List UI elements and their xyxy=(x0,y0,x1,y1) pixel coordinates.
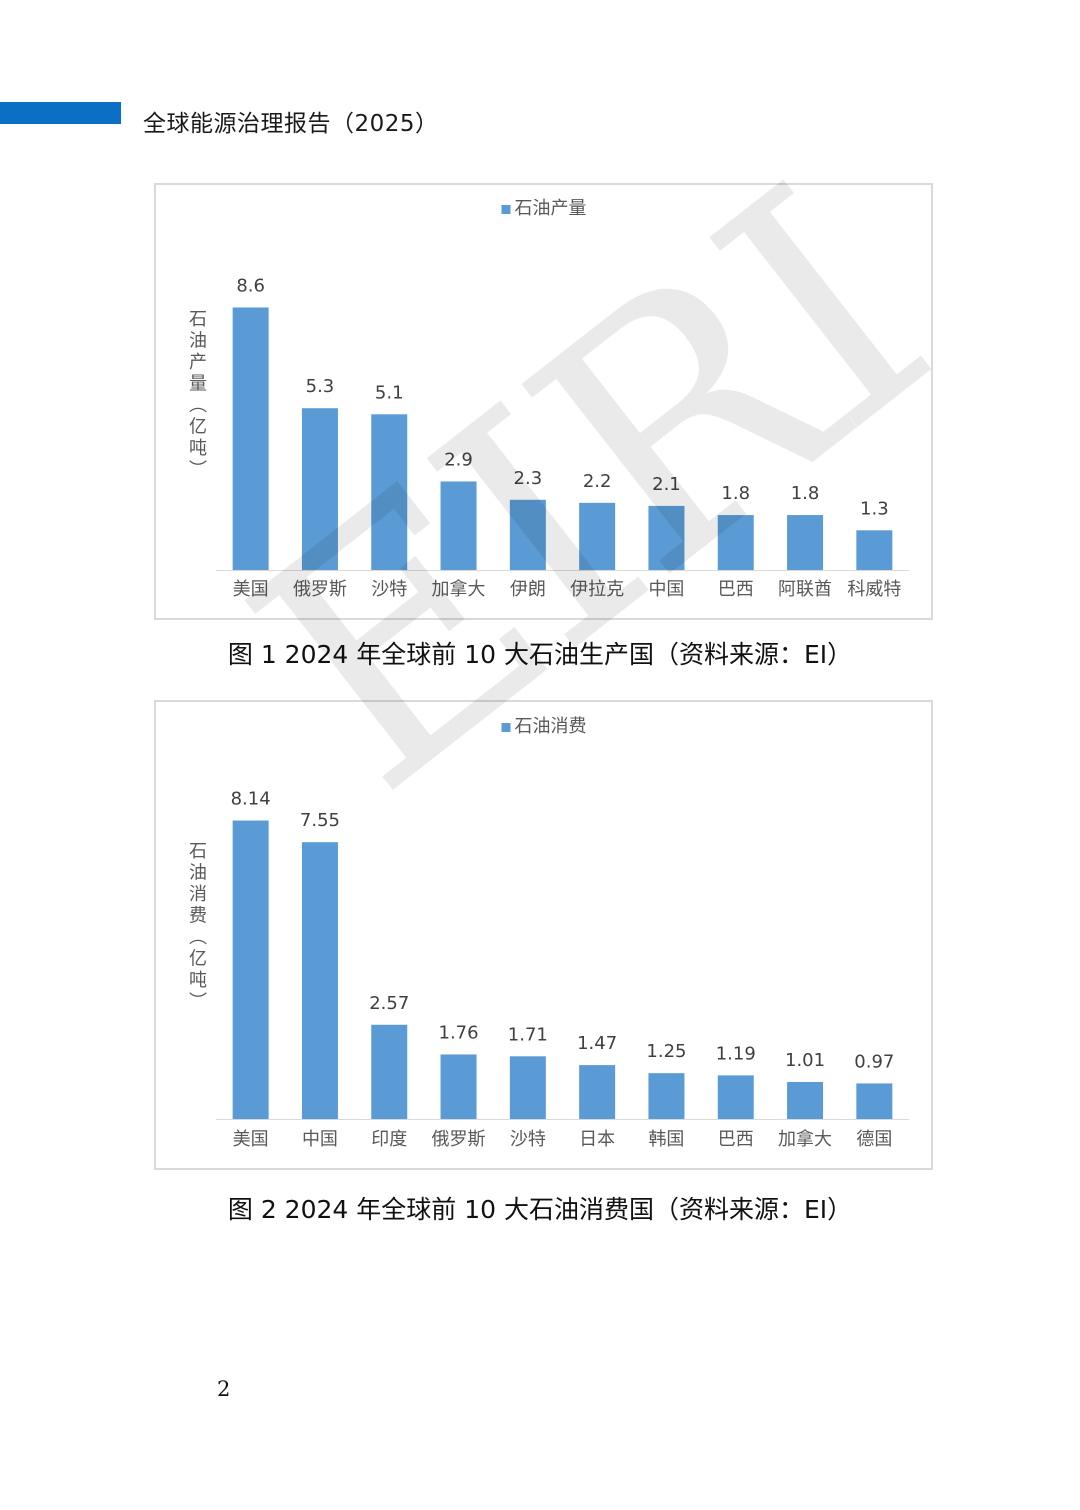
category-label-7: 中国 xyxy=(648,579,684,600)
bar-4 xyxy=(440,481,477,570)
oil-consumption-chart: 石油消费石油消费︵亿吨︶ 8.14 美国 7.55 中国 2.57 印度 1.76 俄罗斯 1.7… xyxy=(154,700,933,1170)
bar-3 xyxy=(371,414,408,570)
legend: 石油消费 xyxy=(501,716,587,737)
data-label-8: 1.19 xyxy=(716,1043,756,1064)
legend: 石油产量 xyxy=(501,198,587,219)
category-label-1: 美国 xyxy=(233,1129,269,1150)
header-accent-bar xyxy=(0,102,121,124)
y-axis-label: 石油消费︵亿吨︶ xyxy=(189,841,207,1013)
bar-5 xyxy=(509,499,546,570)
bar-10 xyxy=(856,530,893,570)
data-label-6: 1.47 xyxy=(577,1033,617,1054)
category-label-1: 美国 xyxy=(233,579,269,600)
category-label-4: 加拿大 xyxy=(432,578,486,600)
data-label-5: 1.71 xyxy=(508,1024,548,1045)
data-label-9: 1.8 xyxy=(791,483,820,504)
legend-swatch xyxy=(501,723,511,732)
bar-9 xyxy=(787,1081,824,1119)
data-label-9: 1.01 xyxy=(785,1050,825,1071)
bar-2 xyxy=(301,842,338,1119)
legend-swatch xyxy=(501,205,511,214)
data-label-10: 0.97 xyxy=(854,1051,894,1072)
bar-8 xyxy=(717,1075,754,1119)
figure-2-caption: 图 2 2024 年全球前 10 大石油消费国（资料来源：EI） xyxy=(227,1195,853,1224)
category-label-8: 巴西 xyxy=(718,1129,754,1150)
category-label-4: 俄罗斯 xyxy=(432,1129,486,1150)
category-label-5: 沙特 xyxy=(510,1129,546,1150)
category-label-10: 德国 xyxy=(856,1129,892,1150)
figure-1-caption: 图 1 2024 年全球前 10 大石油生产国（资料来源：EI） xyxy=(227,640,853,669)
bar-7 xyxy=(648,505,685,570)
bar-2 xyxy=(301,408,338,570)
category-label-2: 俄罗斯 xyxy=(293,579,347,600)
category-label-9: 阿联酋 xyxy=(778,579,832,600)
category-label-5: 伊朗 xyxy=(510,579,546,600)
bar-1 xyxy=(232,307,269,570)
category-label-6: 日本 xyxy=(579,1129,615,1150)
bar-6 xyxy=(579,1065,616,1119)
data-label-7: 1.25 xyxy=(646,1041,686,1062)
data-label-2: 7.55 xyxy=(300,810,340,831)
data-label-7: 2.1 xyxy=(652,474,681,495)
data-label-10: 1.3 xyxy=(860,498,889,519)
data-label-4: 1.76 xyxy=(439,1022,479,1043)
category-label-9: 加拿大 xyxy=(778,1128,832,1150)
bar-10 xyxy=(856,1083,893,1119)
category-label-6: 伊拉克 xyxy=(570,579,624,600)
bar-8 xyxy=(717,515,754,570)
data-label-3: 5.1 xyxy=(375,382,404,403)
bar-9 xyxy=(787,515,824,570)
data-label-5: 2.3 xyxy=(514,468,543,489)
data-label-4: 2.9 xyxy=(444,449,473,470)
category-label-10: 科威特 xyxy=(847,579,901,600)
data-label-6: 2.2 xyxy=(583,471,612,492)
data-label-8: 1.8 xyxy=(721,483,750,504)
data-label-1: 8.14 xyxy=(231,789,271,810)
bar-4 xyxy=(440,1054,477,1119)
category-label-3: 印度 xyxy=(371,1129,407,1150)
data-label-1: 8.6 xyxy=(236,275,265,296)
data-label-2: 5.3 xyxy=(306,376,335,397)
bar-1 xyxy=(232,820,269,1119)
oil-production-chart: 石油产量石油产量︵亿吨︶ 8.6 美国 5.3 俄罗斯 5.1 沙特 2.9 加拿大 2.3 伊朗 2… xyxy=(154,183,933,620)
category-label-8: 巴西 xyxy=(718,579,754,600)
bar-7 xyxy=(648,1073,685,1119)
category-label-3: 沙特 xyxy=(371,579,407,600)
y-axis-label: 石油产量︵亿吨︶ xyxy=(189,309,207,481)
data-label-3: 2.57 xyxy=(369,993,409,1014)
header-title: 全球能源治理报告（2025） xyxy=(143,111,439,137)
category-label-7: 韩国 xyxy=(648,1129,684,1150)
category-label-2: 中国 xyxy=(302,1129,338,1150)
bar-3 xyxy=(371,1024,408,1119)
bar-6 xyxy=(579,502,616,570)
legend-label: 石油消费 xyxy=(515,716,587,737)
bar-5 xyxy=(509,1056,546,1119)
page-number: 2 xyxy=(217,1377,231,1401)
legend-label: 石油产量 xyxy=(515,198,587,219)
